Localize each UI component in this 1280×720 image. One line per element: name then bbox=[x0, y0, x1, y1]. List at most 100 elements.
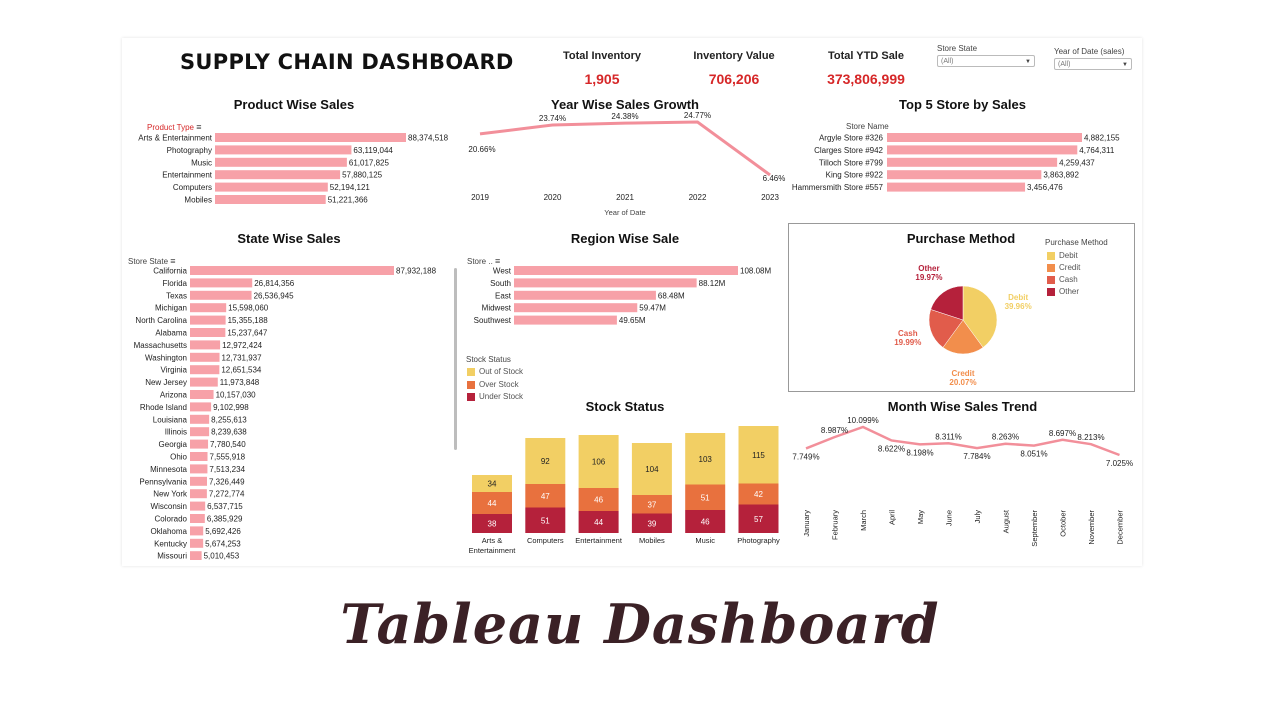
bar bbox=[190, 278, 253, 288]
legend-over-stock: Over Stock bbox=[467, 380, 519, 389]
segment-label: 38 bbox=[488, 520, 497, 529]
bar-value-label: 12,972,424 bbox=[222, 341, 263, 350]
bar bbox=[190, 538, 204, 548]
kpi-label: Total YTD Sale bbox=[827, 50, 904, 62]
bar-value-label: 61,017,825 bbox=[349, 158, 390, 167]
x-tick-label: December bbox=[1116, 510, 1125, 545]
x-tick-label: March bbox=[859, 510, 868, 531]
segment-label: 51 bbox=[701, 493, 710, 502]
product-sales-title: Product Wise Sales bbox=[233, 97, 355, 112]
year-growth-chart: 20.66% 2019 23.74% 2020 24.38% 2021 24.77% 2022… bbox=[468, 112, 785, 217]
bar bbox=[887, 170, 1042, 180]
segment-label: 47 bbox=[541, 492, 550, 501]
bar-value-label: 7,780,540 bbox=[210, 440, 246, 449]
bar-value-label: 15,355,188 bbox=[228, 316, 269, 325]
sort-icon[interactable]: ≡ bbox=[495, 256, 501, 266]
bar bbox=[190, 352, 220, 362]
legend-other: Other bbox=[1047, 287, 1079, 296]
year-filter: Year of Date (sales) (All) ▼ bbox=[1054, 47, 1132, 70]
segment-label: 115 bbox=[752, 451, 765, 460]
pie-label: Cash bbox=[898, 329, 918, 338]
kpi-total-inventory: Total Inventory 1,905 bbox=[542, 50, 662, 87]
stack-segment-out bbox=[525, 438, 566, 484]
store-state-dropdown[interactable]: (All) ▼ bbox=[937, 55, 1035, 67]
legend-cash: Cash bbox=[1047, 275, 1078, 284]
data-label: 8.697% bbox=[1049, 429, 1076, 438]
stack-segment-over bbox=[685, 484, 726, 510]
pie-slice-other bbox=[930, 285, 964, 321]
bar-value-label: 5,692,426 bbox=[205, 527, 241, 536]
chevron-down-icon: ▼ bbox=[1025, 59, 1031, 65]
bar-value-label: 9,102,998 bbox=[213, 403, 249, 412]
bar-label: South bbox=[490, 279, 511, 288]
state-list-scrollbar[interactable] bbox=[454, 268, 457, 450]
x-tick-label: 2019 bbox=[471, 193, 489, 202]
year-dropdown[interactable]: (All) ▼ bbox=[1054, 58, 1132, 70]
segment-label: 37 bbox=[647, 500, 656, 509]
data-label: 8.213% bbox=[1077, 433, 1104, 442]
pie-value-label: 19.99% bbox=[894, 338, 921, 347]
region-header[interactable]: Store .. ≡ bbox=[467, 256, 500, 266]
bar-label: Florida bbox=[163, 279, 188, 288]
bar-value-label: 7,326,449 bbox=[209, 477, 245, 486]
swatch bbox=[1047, 251, 1055, 260]
filter-value: (All) bbox=[1058, 61, 1071, 68]
kpi-label: Inventory Value bbox=[693, 50, 775, 62]
x-tick-label: 2022 bbox=[689, 193, 707, 202]
header-label: Store .. bbox=[467, 257, 493, 266]
pie-label: Other bbox=[918, 264, 939, 273]
series-line bbox=[479, 120, 771, 177]
bar bbox=[190, 476, 207, 486]
bar-value-label: 15,237,647 bbox=[227, 329, 268, 338]
bar-value-label: 49.65M bbox=[619, 316, 646, 325]
bar bbox=[215, 133, 406, 142]
filter-label: Store State bbox=[937, 44, 978, 53]
segment-label: 92 bbox=[541, 457, 550, 466]
sort-icon[interactable]: ≡ bbox=[170, 256, 176, 266]
x-tick-label: January bbox=[802, 510, 811, 537]
bar bbox=[190, 439, 209, 449]
bar-label: Illinois bbox=[165, 428, 187, 437]
kpi-value: 706,206 bbox=[708, 71, 760, 87]
bar bbox=[190, 452, 208, 461]
bar-value-label: 8,239,638 bbox=[211, 428, 247, 437]
bar bbox=[215, 195, 326, 204]
bar bbox=[190, 489, 207, 499]
bar-value-label: 7,513,234 bbox=[209, 465, 245, 474]
stack-segment-out bbox=[738, 426, 779, 484]
bar bbox=[190, 365, 220, 375]
pie-label: Debit bbox=[1008, 293, 1028, 302]
stack-segment-under bbox=[685, 510, 726, 533]
bar-label: New Jersey bbox=[145, 378, 187, 387]
segment-label: 104 bbox=[645, 465, 659, 474]
bar-label: Pennsylvania bbox=[139, 477, 187, 486]
stack-segment-under bbox=[738, 504, 779, 533]
bar-value-label: 10,157,030 bbox=[216, 391, 257, 400]
bar-label: Kentucky bbox=[154, 539, 187, 548]
sort-icon[interactable]: ≡ bbox=[196, 122, 202, 132]
store-state-header[interactable]: Store State ≡ bbox=[128, 256, 176, 266]
store-name-header: Store Name bbox=[846, 122, 889, 131]
segment-label: 42 bbox=[754, 490, 763, 499]
legend-label: Out of Stock bbox=[479, 367, 524, 376]
segment-label: 34 bbox=[488, 480, 497, 489]
bar-value-label: 7,272,774 bbox=[209, 490, 245, 499]
bar bbox=[190, 290, 252, 300]
x-tick-label: 2023 bbox=[761, 193, 779, 202]
x-tick-label: Photography bbox=[737, 536, 780, 545]
legend-label: Cash bbox=[1059, 275, 1078, 284]
bar bbox=[514, 315, 617, 325]
stack-segment-out bbox=[578, 435, 619, 488]
filter-label: Year of Date (sales) bbox=[1054, 47, 1125, 56]
product-type-header[interactable]: Product Type ≡ bbox=[147, 122, 202, 132]
bar-value-label: 51,221,366 bbox=[328, 196, 369, 205]
region-sale-chart: West 108.08M South 88.12M East 68.48M Midwest 5… bbox=[474, 266, 771, 325]
data-label: 24.38% bbox=[611, 112, 638, 121]
bar bbox=[514, 266, 738, 275]
stack-segment-under bbox=[578, 511, 619, 533]
bar-label: Music bbox=[191, 158, 212, 167]
bar bbox=[190, 551, 202, 560]
bar bbox=[215, 170, 341, 180]
bar-value-label: 7,555,918 bbox=[210, 453, 246, 462]
purchase-method-panel bbox=[788, 223, 1135, 392]
